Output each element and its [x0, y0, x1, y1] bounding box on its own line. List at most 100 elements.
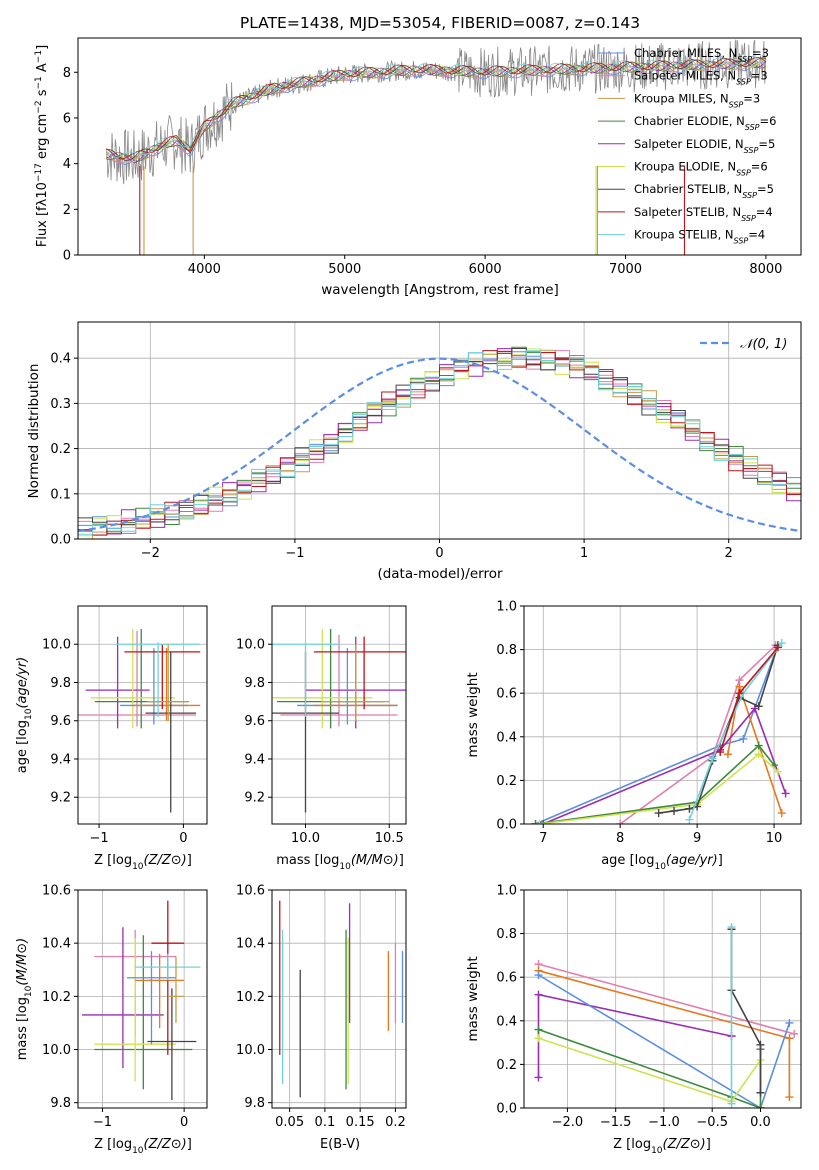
x-label-pre: Z [log [94, 1137, 132, 1152]
weight-marker [777, 809, 786, 818]
z-mass-frame [77, 889, 208, 1109]
weight-marker [754, 702, 763, 711]
y-tick-label: 0.0 [50, 533, 71, 548]
y-tick-label: 9.6 [50, 714, 71, 729]
weight-z-plot-area [534, 923, 799, 1108]
weight-marker [685, 815, 694, 824]
weight-line [619, 644, 777, 824]
y-tick-label: 0.4 [496, 730, 517, 745]
x-tick-label: 0.05 [275, 1115, 304, 1130]
y-axis-label-part: −1 [34, 76, 44, 89]
data-spectrum-line [105, 39, 766, 185]
y-tick-label: 9.8 [244, 1096, 265, 1111]
y-tick-label: 4 [63, 157, 71, 172]
x-tick-label: 10.0 [291, 831, 320, 846]
weight-line [538, 974, 791, 1108]
x-axis-label: Z [log10(Z/Z⊙)] [613, 1137, 711, 1156]
x-tick-label: 8000 [749, 262, 782, 277]
x-axis-label: Z [log10(Z/Z⊙)] [94, 853, 192, 872]
x-tick-label: 7000 [609, 262, 642, 277]
legend-text: Kroupa STELIB, N [634, 228, 734, 242]
legend-suffix: =6 [760, 114, 777, 128]
weight-marker [756, 1088, 765, 1097]
y-label-quantity: (M/M⊙) [15, 938, 30, 986]
weight-marker [685, 804, 694, 813]
y-axis-label-part: Flux [fλ10 [35, 182, 50, 247]
legend-text: Salpeter MILES, N [634, 69, 736, 83]
y-tick-label: 0.4 [50, 352, 71, 367]
y-tick-label: 10.4 [236, 937, 265, 952]
y-tick-label: 9.4 [244, 752, 265, 767]
legend-suffix: =3 [752, 46, 769, 60]
x-tick-label: −1.5 [600, 1115, 632, 1130]
spectrum-frame [77, 37, 802, 256]
mass-age-frame [271, 605, 407, 825]
y-tick-label: 0.3 [50, 397, 71, 412]
y-tick-label: 0.0 [496, 1102, 517, 1117]
model-line [105, 58, 767, 163]
weight-marker [534, 990, 543, 999]
x-label-post: ] [187, 853, 192, 868]
x-axis-label: E(B-V) [320, 1137, 360, 1152]
chart-title: PLATE=1438, MJD=53054, FIBERID=0087, z=0… [240, 14, 640, 32]
legend-sub: SSP [744, 145, 759, 154]
weight-marker [723, 750, 732, 759]
legend-text: Chabrier MILES, N [634, 46, 737, 60]
legend-suffix: =4 [756, 205, 773, 219]
y-axis-label: mass weight [465, 956, 481, 1041]
y-tick-label: 1.0 [496, 884, 517, 899]
x-axis-label: Z [log10(Z/Z⊙)] [94, 1137, 192, 1156]
y-tick-label: 0.0 [496, 818, 517, 833]
x-axis-label: (data-model)/error [377, 566, 503, 582]
y-tick-label: 10.0 [236, 638, 265, 653]
weight-marker [790, 1029, 799, 1038]
residuals-plot-area [78, 346, 801, 539]
weight-marker [531, 820, 540, 824]
legend-text: Salpeter ELODIE, N [634, 137, 744, 151]
x-tick-label: 8 [616, 831, 624, 846]
legend-text: Kroupa MILES, N [634, 91, 729, 105]
y-tick-label: 9.4 [50, 752, 71, 767]
y-tick-label: 6 [63, 111, 71, 126]
x-tick-label: 0 [180, 1115, 188, 1130]
y-tick-label: 10.0 [42, 638, 71, 653]
x-label-sub: 10 [132, 862, 144, 872]
x-label-post: ] [399, 853, 404, 868]
weight-marker [708, 754, 717, 763]
x-label-pre: age [log [601, 853, 654, 868]
x-tick-label: 0.0 [750, 1115, 771, 1130]
x-tick-label: −2.0 [552, 1115, 584, 1130]
x-tick-label: 2 [725, 546, 733, 561]
x-axis-label: mass [log10(M/M⊙)] [276, 853, 404, 872]
gaussian-curve [78, 357, 801, 533]
weight-age-plot-area [531, 639, 790, 824]
x-axis-label: wavelength [Angstrom, rest frame] [321, 282, 559, 298]
x-label-quantity: (Z/Z⊙) [144, 1137, 187, 1152]
model-line [106, 57, 767, 161]
y-label-pre: age [log [15, 720, 30, 773]
y-axis-label-part: −1 [34, 50, 44, 63]
legend-sub: SSP [736, 77, 751, 86]
weight-marker [534, 1073, 543, 1082]
legend-sub: SSP [745, 123, 760, 132]
y-axis-label-part: −17 [34, 163, 44, 182]
legend-entry: Chabrier MILES, NSSP=3 [634, 46, 769, 64]
x-tick-label: −2 [141, 546, 160, 561]
x-tick-label: −1 [285, 546, 304, 561]
z-age-plot-area [78, 628, 201, 813]
legend-entry: Salpeter STELIB, NSSP=4 [634, 205, 773, 223]
weight-marker [670, 806, 679, 815]
legend-text: Kroupa ELODIE, N [634, 160, 736, 174]
legend-sub: SSP [737, 55, 752, 64]
weight-marker [785, 1093, 794, 1102]
spectrum-plot-area [105, 39, 767, 255]
weight-marker [756, 1104, 765, 1108]
y-tick-label: 0.6 [496, 971, 517, 986]
y-tick-label: 10.4 [42, 937, 71, 952]
weight-z-panel: −2.0 −1.5 −1.0 −0.5 0.0 0.0 0.2 0.4 0.6 0.8 1.0 [496, 884, 802, 1130]
y-label-pre: mass [log [15, 997, 30, 1060]
x-tick-label: −1.0 [648, 1115, 680, 1130]
legend-suffix: =3 [743, 91, 760, 105]
legend-text: Chabrier STELIB, N [634, 182, 742, 196]
x-label-pre: Z [log [613, 1137, 651, 1152]
